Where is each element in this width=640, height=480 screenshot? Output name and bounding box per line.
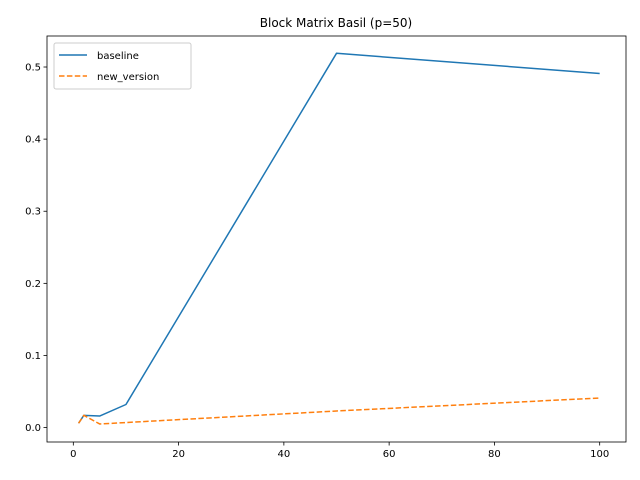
legend-box: [53, 42, 192, 90]
legend-label-baseline: baseline: [97, 51, 139, 62]
y-tick-label: 0.4: [25, 135, 41, 146]
x-tick-label: 40: [277, 449, 290, 460]
axes-frame: [46, 35, 627, 443]
y-tick-label: 0.5: [25, 63, 41, 74]
x-tick-label: 60: [383, 449, 396, 460]
x-tick-label: 100: [590, 449, 609, 460]
series-line-new-version: [77, 397, 600, 425]
y-tick-label: 0.1: [25, 351, 41, 362]
y-tick-label: 0.3: [25, 207, 41, 218]
x-tick-label: 80: [488, 449, 501, 460]
chart-title: Block Matrix Basil (p=50): [260, 16, 413, 30]
legend: baseline new_version: [53, 42, 192, 90]
y-tick-label: 0.0: [25, 423, 41, 434]
legend-label-new-version: new_version: [97, 72, 159, 83]
plot-area: 0 20 40 60 80 100 0.0 0.1 0.2 0.3 0.4 0.5: [25, 35, 627, 460]
y-tick-label: 0.2: [25, 279, 41, 290]
x-tick-label: 20: [172, 449, 185, 460]
series-line-baseline: [77, 52, 600, 424]
x-tick-label: 0: [70, 449, 76, 460]
